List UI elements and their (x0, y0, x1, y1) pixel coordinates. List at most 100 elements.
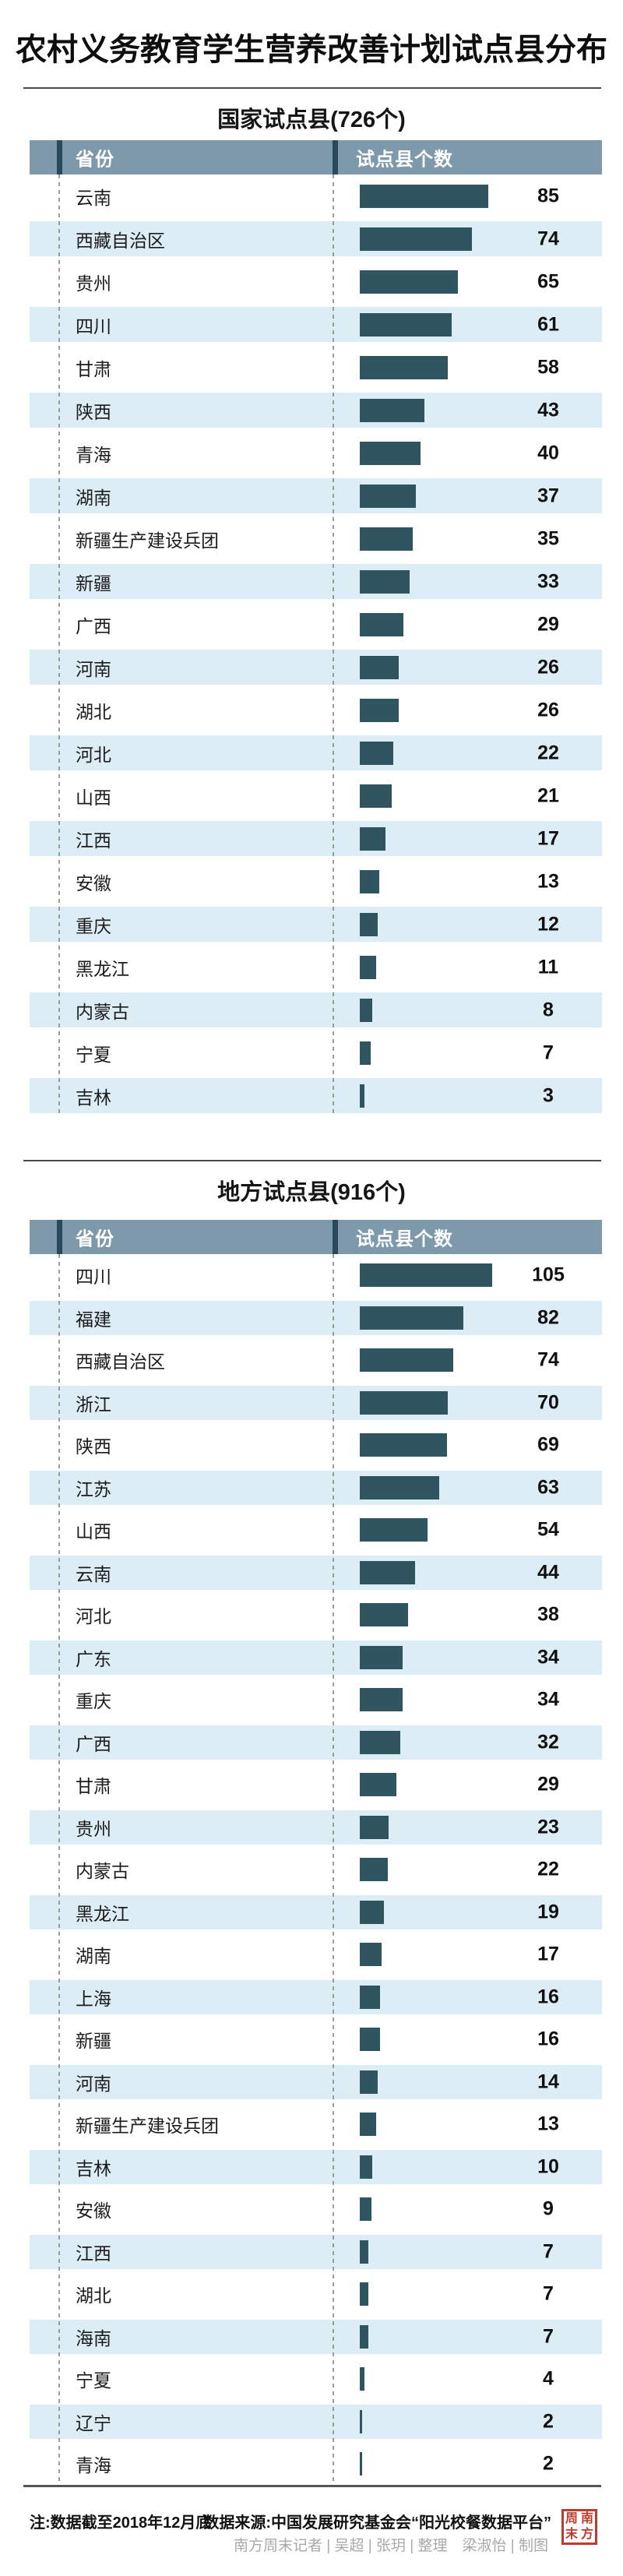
value-bar (360, 2113, 377, 2137)
column-marker (57, 140, 62, 174)
province-label: 四川 (76, 315, 111, 337)
province-label: 贵州 (76, 273, 111, 294)
seal-char: 周 (565, 2512, 578, 2525)
value-label: 21 (537, 784, 559, 806)
table-row: 湖南 17 (30, 1933, 602, 1976)
section-title-national: 国家试点县(726个) (217, 107, 406, 132)
table-body-local: 四川 105 福建 82 西藏自治区 74 浙江 70 陕西 69 江苏 63 山西 54 云南 44 河北 38… (30, 1254, 602, 2486)
value-bar (360, 2239, 369, 2264)
value-label: 14 (537, 2070, 559, 2093)
value-bar (360, 1603, 408, 1627)
value-bar (360, 1900, 384, 1924)
province-label: 宁夏 (76, 2370, 111, 2391)
table-row: 辽宁 2 (30, 2401, 602, 2444)
value-bar (360, 355, 448, 379)
table-row: 湖南 37 (30, 474, 602, 517)
province-label: 宁夏 (76, 1044, 111, 1065)
province-label: 湖南 (76, 487, 111, 508)
section-title-local: 地方试点县(916个) (217, 1180, 406, 1205)
province-label: 新疆生产建设兵团 (76, 2116, 219, 2137)
province-label: 青海 (76, 444, 111, 465)
table-row: 江西 17 (30, 817, 602, 860)
province-label: 河北 (76, 1606, 111, 1627)
value-label: 74 (537, 1348, 559, 1371)
value-label: 7 (543, 2282, 554, 2305)
value-label: 82 (537, 1306, 559, 1329)
province-label: 吉林 (76, 2158, 111, 2179)
value-label: 33 (537, 570, 559, 592)
table-row: 山西 21 (30, 774, 602, 817)
value-label: 34 (537, 1646, 559, 1669)
value-bar (360, 1348, 453, 1373)
province-label: 甘肃 (76, 1776, 111, 1797)
value-bar (360, 698, 399, 722)
value-bar (360, 2367, 365, 2391)
value-label: 85 (537, 185, 559, 206)
value-label: 35 (537, 527, 559, 549)
value-bar (360, 1390, 449, 1415)
value-bar (360, 869, 380, 893)
credits: 南方周末记者 | 吴超 | 张玥 | 整理 梁淑怡 | 制图 (234, 2538, 548, 2554)
value-bar (360, 1518, 428, 1542)
value-label: 23 (537, 1816, 559, 1838)
divider-middle (23, 1160, 601, 1161)
province-label: 新疆 (76, 2031, 111, 2052)
value-label: 7 (543, 2325, 554, 2348)
table-row: 山西 54 (30, 1509, 602, 1552)
value-label: 16 (537, 1986, 559, 2008)
table-row: 吉林 3 (30, 1074, 602, 1117)
value-label: 17 (537, 827, 559, 849)
value-bar (360, 1645, 403, 1669)
value-label: 40 (537, 442, 559, 463)
page-title: 农村义务教育学生营养改善计划试点县分布 (16, 33, 607, 67)
seal-char: 末 (565, 2528, 578, 2541)
column-dashed-guide (333, 174, 334, 1117)
province-label: 西藏自治区 (76, 1351, 165, 1373)
province-label: 贵州 (76, 1818, 111, 1839)
value-bar (360, 1433, 447, 1457)
value-bar (360, 398, 425, 422)
province-label: 海南 (76, 2328, 111, 2349)
value-bar (360, 441, 421, 465)
province-label: 甘肃 (76, 358, 111, 379)
province-label: 湖南 (76, 1946, 111, 1967)
column-header-count: 试点县个数 (356, 1228, 453, 1250)
province-label: 浙江 (76, 1394, 111, 1415)
table-row: 甘肃 29 (30, 1764, 602, 1806)
value-bar (360, 2028, 380, 2052)
table-row: 新疆生产建设兵团 35 (30, 517, 602, 560)
value-bar (360, 955, 377, 979)
value-bar (360, 1263, 492, 1288)
value-label: 19 (537, 1901, 559, 1923)
value-bar (360, 1306, 463, 1330)
value-label: 2 (543, 2452, 554, 2475)
table-row: 内蒙古 8 (30, 988, 602, 1031)
province-label: 辽宁 (76, 2412, 111, 2433)
value-label: 65 (537, 270, 559, 292)
province-label: 新疆 (76, 573, 111, 594)
table-row: 贵州 65 (30, 260, 602, 303)
province-label: 内蒙古 (76, 1861, 129, 1882)
table-row: 新疆生产建设兵团 13 (30, 2103, 602, 2146)
province-label: 黑龙江 (76, 1903, 129, 1924)
value-bar (360, 1084, 364, 1108)
value-bar (360, 2070, 378, 2094)
province-label: 西藏自治区 (76, 230, 165, 251)
province-label: 青海 (76, 2455, 111, 2476)
table-row: 四川 61 (30, 303, 602, 346)
table-row: 西藏自治区 74 (30, 1339, 602, 1382)
value-bar (360, 741, 393, 765)
table-row: 宁夏 7 (30, 1031, 602, 1074)
table-row: 青海 40 (30, 432, 602, 474)
value-label: 11 (537, 956, 559, 978)
province-label: 河南 (76, 2073, 111, 2094)
table-row: 云南 44 (30, 1552, 602, 1595)
column-marker (333, 1220, 338, 1254)
table-header-national: 省份 试点县个数 (30, 140, 602, 174)
value-label: 26 (537, 656, 559, 678)
table-row: 广东 34 (30, 1637, 602, 1679)
table-row: 青海 2 (30, 2443, 602, 2486)
value-bar (360, 1475, 439, 1499)
province-label: 湖北 (76, 2285, 111, 2306)
value-label: 61 (537, 313, 559, 335)
